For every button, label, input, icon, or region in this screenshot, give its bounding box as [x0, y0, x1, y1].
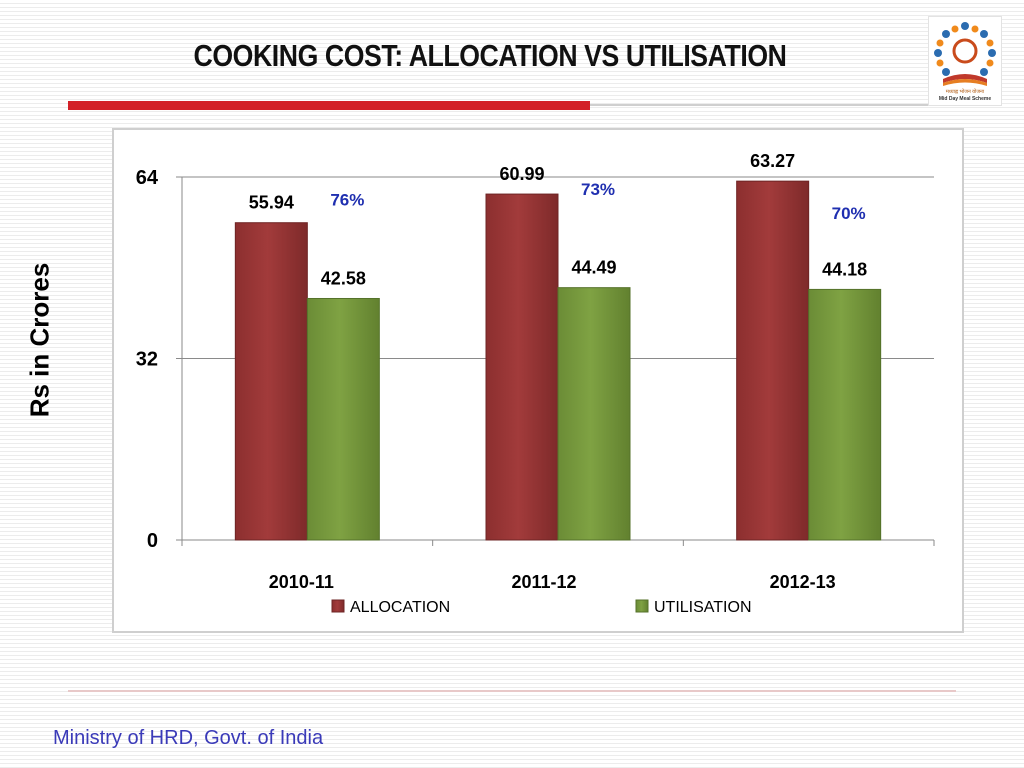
utilisation-percent-label: 70%	[832, 204, 866, 223]
utilisation-percent-label: 73%	[581, 180, 615, 199]
legend-utilisation-label: UTILISATION	[654, 599, 752, 616]
utilisation-value-label: 42.58	[321, 268, 366, 288]
footer-rule	[68, 690, 956, 692]
legend-allocation-label: ALLOCATION	[350, 599, 450, 616]
logo-emblem	[934, 22, 996, 86]
y-tick-label: 64	[136, 167, 159, 189]
footer-text: Ministry of HRD, Govt. of India	[53, 727, 324, 749]
utilisation-bar-2010-11	[306, 297, 380, 541]
allocation-value-label: 60.99	[499, 164, 544, 184]
bar-chart: 0 32 64 55.94 42.58 76% 2010-11 60.99 44.49 73% 20…	[136, 151, 935, 616]
x-category-label: 2010-11	[269, 572, 334, 592]
title-rule-gray	[590, 104, 928, 106]
x-category-label: 2012-13	[770, 572, 836, 592]
utilisation-bar-2011-12	[557, 287, 631, 541]
allocation-value-label: 55.94	[249, 193, 294, 213]
y-axis-label: Rs in Crores	[24, 262, 55, 418]
allocation-bar-2010-11	[234, 222, 308, 541]
y-tick-label: 32	[136, 349, 158, 371]
utilisation-value-label: 44.49	[571, 258, 616, 278]
allocation-bar-2011-12	[485, 193, 559, 541]
allocation-bar-2012-13	[736, 180, 810, 541]
logo-hindi-text: मध्याह्न भोजन योजना	[945, 89, 985, 95]
y-tick-label: 0	[147, 530, 158, 552]
logo-english-text: Mid Day Meal Scheme	[938, 96, 992, 102]
legend-utilisation-swatch	[635, 599, 649, 613]
mid-day-meal-logo-icon: मध्याह्न भोजन योजना Mid Day Meal Scheme	[928, 16, 1002, 106]
x-category-label: 2011-12	[511, 572, 576, 592]
chart-area: 0 32 64 55.94 42.58 76% 2010-11 60.99 44.49 73% 20…	[112, 128, 964, 633]
title-rule-red	[68, 101, 590, 110]
utilisation-bar-2012-13	[808, 288, 882, 541]
utilisation-value-label: 44.18	[822, 259, 867, 279]
slide-title: COOKING COST: ALLOCATION VS UTILISATION	[193, 38, 787, 73]
allocation-value-label: 63.27	[750, 151, 795, 171]
legend-allocation-swatch	[331, 599, 345, 613]
utilisation-percent-label: 76%	[330, 191, 364, 210]
